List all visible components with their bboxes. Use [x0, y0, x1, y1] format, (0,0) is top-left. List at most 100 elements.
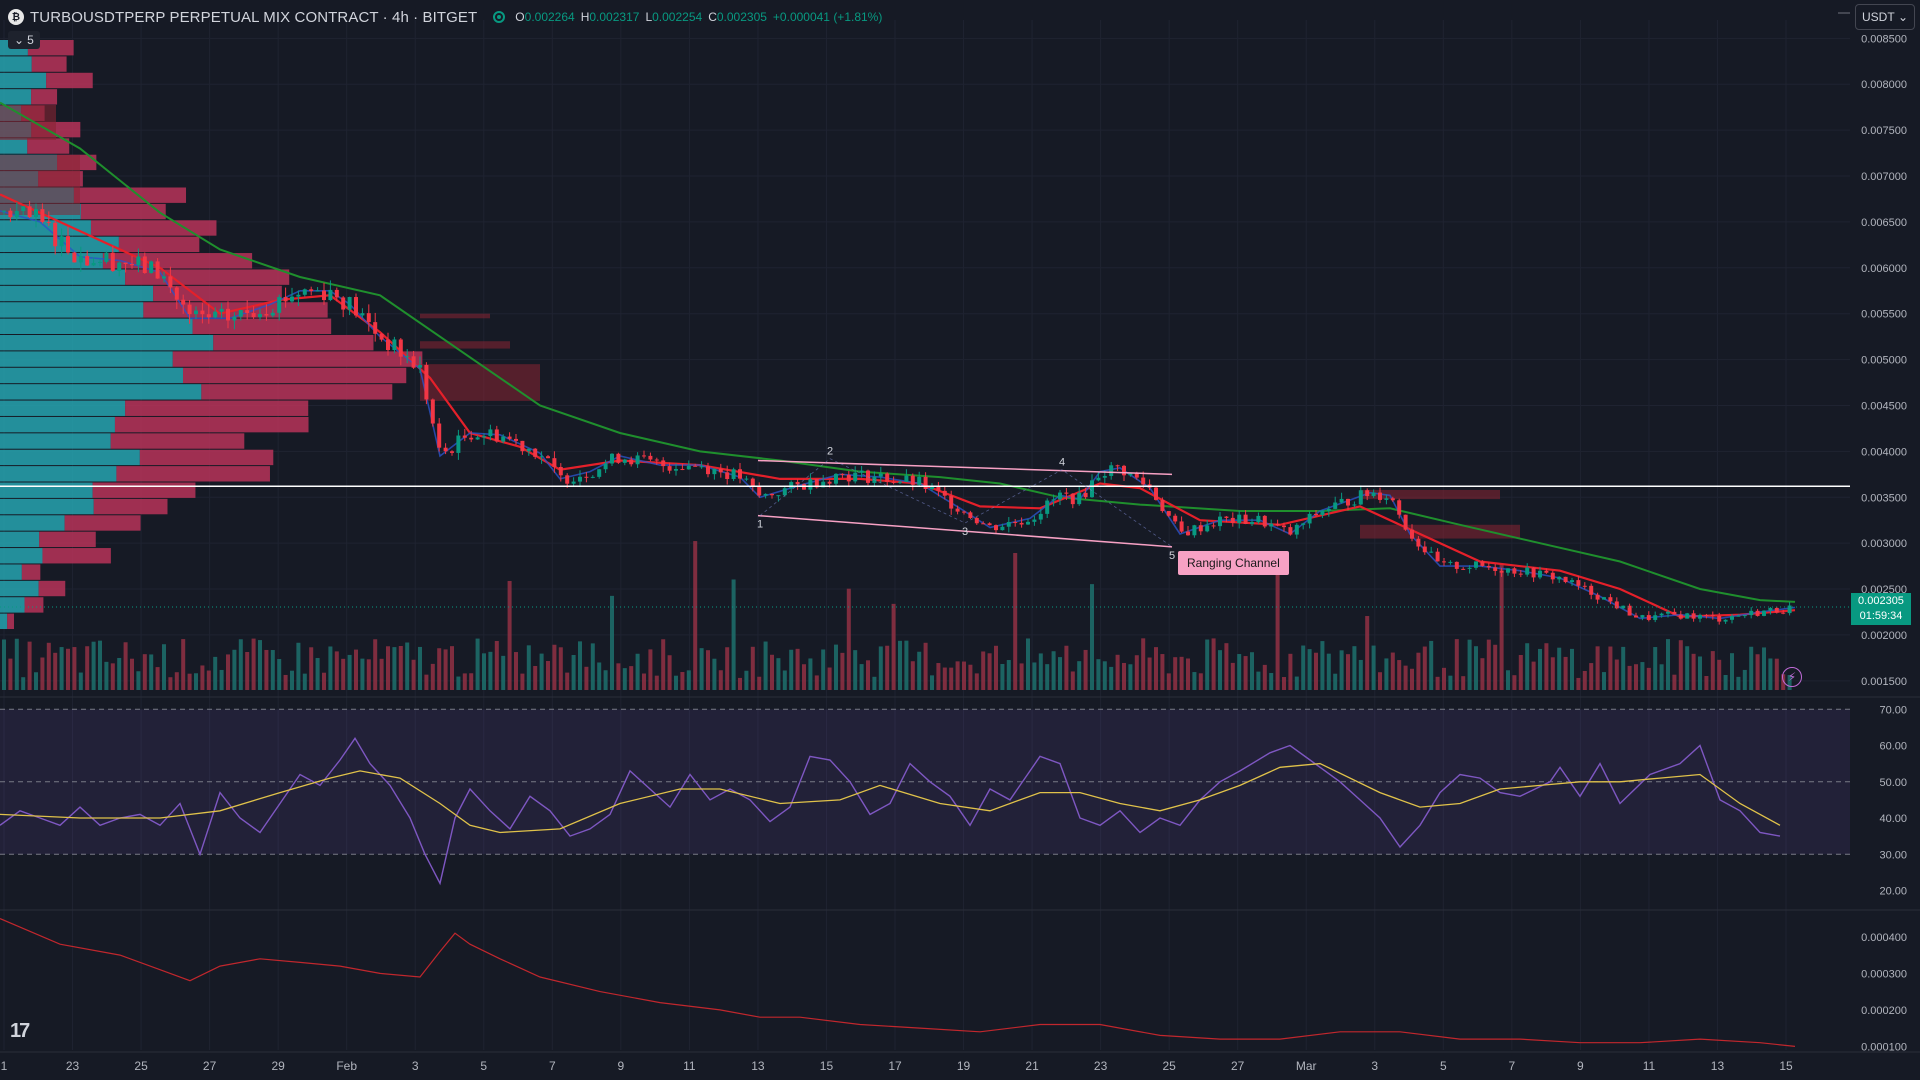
volume-bar — [706, 650, 710, 690]
volume-bar — [1710, 651, 1715, 690]
volume-bar — [1006, 660, 1011, 690]
volume-bar — [110, 663, 115, 690]
candles[interactable] — [2, 201, 1792, 625]
candle-body — [962, 511, 966, 513]
volume-profile-up — [0, 482, 93, 498]
volume-bar — [1384, 658, 1389, 690]
oscillator-pane[interactable] — [0, 918, 1796, 1047]
price-axis-label: 0.002000 — [1861, 630, 1907, 642]
candle-body — [219, 308, 224, 312]
rsi-pane[interactable] — [0, 708, 1850, 886]
candle-body — [1627, 605, 1632, 616]
candle-body — [334, 289, 339, 298]
bolt-icon[interactable]: ⚡ — [1782, 667, 1802, 687]
chart-legend: ₿ TURBOUSDTPERP PERPETUAL MIX CONTRACT ·… — [8, 6, 882, 28]
candle-body — [149, 261, 154, 273]
candle-body — [750, 478, 755, 487]
candle-body — [1314, 513, 1318, 516]
volume-profile-down — [93, 498, 168, 515]
volume-bar — [309, 647, 314, 690]
volume-bar — [194, 673, 198, 690]
candle-body — [642, 455, 646, 457]
chart-overlays[interactable]: 1 2 3 4 5 — [0, 446, 1850, 608]
candle-body — [546, 456, 550, 459]
candle-body — [1141, 477, 1146, 485]
time-axis-label: 1 — [1, 1059, 8, 1073]
volume-bar — [315, 658, 320, 690]
candle-body — [744, 478, 749, 480]
volume-bar — [1499, 564, 1504, 690]
candle-body — [1230, 517, 1235, 523]
volume-bar — [1307, 649, 1312, 690]
rsi-axis-label: 30.00 — [1879, 849, 1907, 861]
candle-body — [302, 289, 307, 295]
ohlc-open: O0.002264 — [515, 10, 575, 24]
volume-bar — [1339, 650, 1344, 690]
volume-bar — [546, 661, 550, 690]
candle-body — [917, 476, 922, 485]
candle-body — [258, 314, 262, 318]
volume-profile-up — [0, 400, 126, 416]
candle-body — [1000, 526, 1005, 531]
candle-body — [200, 310, 205, 315]
volume-bar — [2, 639, 6, 690]
volume-bar — [1243, 656, 1248, 690]
volume-bar — [520, 673, 525, 690]
candle-body — [1787, 605, 1792, 614]
channel-bottom-line — [757, 514, 1173, 548]
candle-body — [418, 365, 422, 368]
volume-bar — [46, 642, 51, 690]
volume-profile-down — [73, 187, 187, 203]
volume-bar — [450, 646, 454, 690]
candle-body — [776, 495, 781, 497]
volume-profile-up — [0, 515, 65, 531]
candle-body — [891, 481, 896, 483]
ranging-channel-label[interactable]: Ranging Channel — [1178, 551, 1289, 575]
time-axis-label: Mar — [1296, 1059, 1317, 1073]
volume-bar — [1269, 673, 1274, 690]
volume-profile-up — [0, 269, 126, 285]
indicators-toggle-button[interactable]: ⌄ 5 — [8, 31, 40, 49]
candle-body — [1006, 522, 1011, 527]
currency-select[interactable]: USDT ⌄ — [1855, 4, 1915, 30]
wave-label: 2 — [827, 446, 833, 458]
candle-body — [712, 468, 717, 475]
candle-body — [443, 447, 448, 452]
time-axis-label: 23 — [66, 1059, 80, 1073]
candle-body — [1038, 513, 1043, 520]
volume-bar — [712, 658, 717, 690]
volume-bar — [1134, 655, 1139, 690]
volume-bar — [443, 649, 448, 690]
time-axis-label: 19 — [957, 1059, 971, 1073]
volume-profile-up — [0, 597, 25, 613]
volume-bar — [1550, 657, 1555, 690]
price-axis-label: 0.005500 — [1861, 309, 1907, 321]
volume-bar — [1237, 654, 1242, 690]
volume-bar — [1211, 638, 1216, 690]
volume-bar — [533, 665, 538, 690]
drag-handle[interactable] — [1838, 12, 1850, 14]
volume-bar — [1429, 640, 1434, 690]
volume-bar — [1602, 672, 1606, 690]
volume-profile-down — [7, 613, 14, 629]
ema-fast-line — [0, 193, 1796, 618]
tradingview-logo-icon[interactable]: 17 — [10, 1020, 30, 1042]
currency-value: USDT — [1862, 10, 1895, 24]
candle-body — [366, 313, 371, 323]
volume-bar — [1422, 646, 1427, 690]
candle-body — [1704, 614, 1709, 616]
volume-bar — [1115, 654, 1120, 690]
volume-bar — [1128, 664, 1133, 690]
volume-bar — [1192, 672, 1197, 690]
candle-body — [1288, 527, 1293, 535]
price-axis-label: 0.005000 — [1861, 355, 1907, 367]
volume-bar — [1154, 647, 1158, 690]
volume-bar — [1627, 665, 1632, 690]
candle-body — [885, 473, 890, 482]
candle-body — [1320, 510, 1325, 516]
candle-body — [616, 453, 621, 463]
volume-bar — [1083, 649, 1088, 690]
candle-body — [264, 314, 269, 316]
symbol-title[interactable]: TURBOUSDTPERP PERPETUAL MIX CONTRACT · 4… — [30, 8, 478, 26]
